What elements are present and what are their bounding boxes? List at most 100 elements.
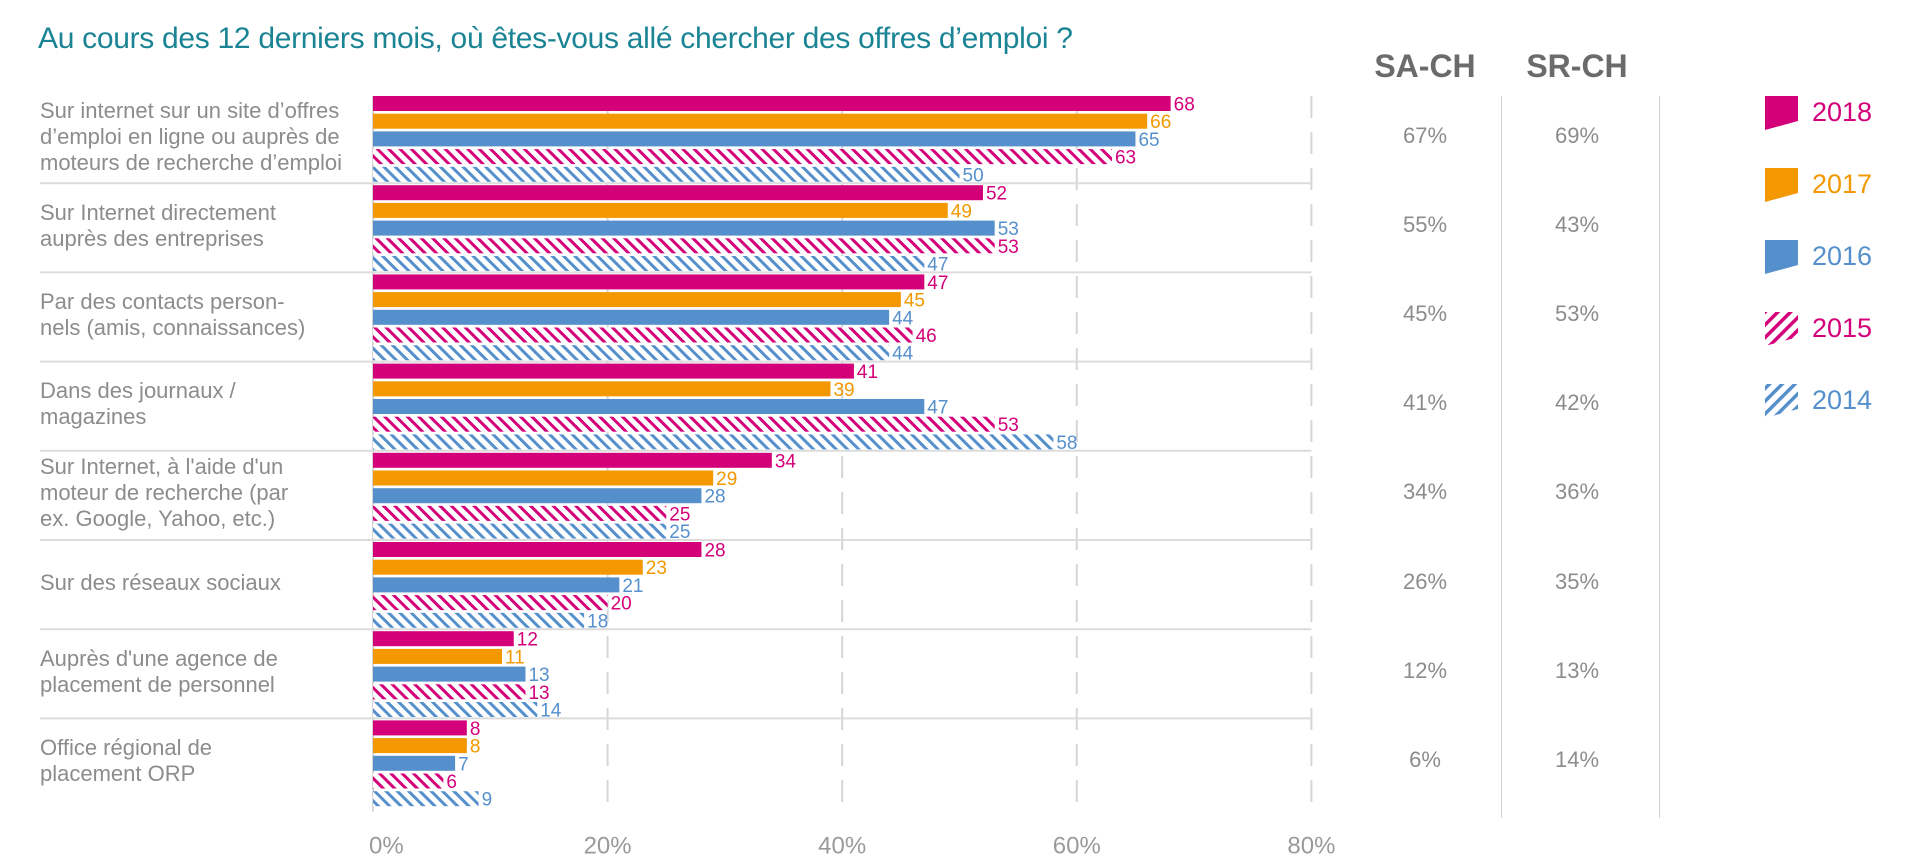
bar-2018 [373, 185, 983, 201]
bar-value-label: 29 [716, 469, 737, 490]
bar-value-label: 12 [517, 630, 538, 651]
legend-swatch-2017 [1765, 168, 1798, 202]
category-label-line: d’emploi en ligne ou auprès de [40, 123, 340, 149]
sr-ch-value: 35% [1554, 568, 1600, 594]
column-divider [1659, 96, 1660, 818]
bar-value-label: 28 [704, 541, 725, 562]
bar-value-label: 45 [904, 291, 925, 312]
sr-ch-value: 36% [1554, 479, 1600, 505]
category-label: Sur des réseaux sociaux [40, 570, 370, 596]
x-tick-label: 40% [818, 833, 866, 860]
x-tick-label: 60% [1053, 833, 1101, 860]
bar-value-label: 34 [775, 451, 797, 472]
legend-swatch-2018 [1765, 96, 1798, 130]
category-label-line: Sur internet sur un site d’offres [40, 97, 340, 123]
bar-2016 [373, 577, 620, 593]
bar-value-label: 14 [540, 701, 562, 722]
bar-value-label: 49 [951, 201, 972, 222]
bar-value-label: 68 [1174, 95, 1195, 116]
bar-2014 [373, 523, 667, 539]
bar-2014 [373, 166, 960, 182]
category-label-line: moteur de recherche (par [40, 480, 289, 506]
bar-2017 [373, 292, 901, 308]
bar-value-label: 47 [927, 255, 948, 276]
bar-value-label: 6 [446, 772, 457, 793]
sr-ch-value: 14% [1554, 747, 1600, 772]
bar-value-label: 18 [587, 611, 608, 632]
bar-2018 [373, 631, 514, 647]
bar-2015 [373, 238, 995, 254]
bar-2015 [373, 416, 995, 432]
legend-swatch-2015 [1765, 312, 1798, 346]
bar-2014 [373, 791, 479, 807]
sr-ch-value: 43% [1554, 211, 1600, 237]
bar-2016 [373, 399, 925, 414]
bar-2015 [373, 505, 667, 521]
category-label-line: Dans des journaux / [40, 378, 236, 404]
category-label-line: moteurs de recherche d’emploi [40, 149, 343, 175]
x-tick-label: 0% [369, 833, 404, 860]
bar-value-label: 46 [916, 326, 937, 347]
bar-value-label: 25 [669, 504, 690, 525]
bar-value-label: 11 [505, 647, 525, 668]
bar-value-label: 44 [892, 344, 914, 365]
legend-label: 2018 [1812, 97, 1872, 127]
bar-value-label: 13 [528, 683, 549, 704]
bar-2017 [373, 738, 467, 754]
bar-2016 [373, 131, 1136, 147]
sr-ch-value: 53% [1554, 301, 1600, 326]
bar-value-label: 9 [482, 790, 493, 811]
sa-ch-value: 41% [1402, 390, 1448, 416]
sa-ch-value: 67% [1402, 122, 1448, 148]
bar-value-label: 7 [458, 754, 469, 775]
bar-2018 [373, 96, 1171, 111]
bar-2017 [373, 559, 643, 575]
category-label: Office régional de placement ORP [40, 735, 370, 787]
bar-2015 [373, 684, 526, 700]
sa-ch-value: 6% [1409, 747, 1441, 772]
category-label: Auprès d'une agence de placement de perso… [40, 646, 370, 698]
x-tick-label: 20% [584, 833, 632, 860]
bar-value-label: 50 [963, 165, 984, 186]
column-header-sr-ch: SR-CH [1526, 48, 1628, 84]
category-label-line: Sur des réseaux sociaux [40, 569, 281, 595]
bar-value-label: 52 [986, 184, 1007, 205]
legend-swatch-2016 [1765, 240, 1798, 274]
x-tick-label: 80% [1287, 833, 1335, 860]
bar-2017 [373, 470, 714, 486]
category-label-line: placement ORP [40, 761, 196, 786]
legend-label: 2017 [1812, 169, 1872, 199]
category-label-line: placement de personnel [40, 671, 275, 697]
bar-2017 [373, 381, 831, 397]
sr-ch-value: 13% [1554, 657, 1600, 683]
bar-value-label: 53 [998, 219, 1019, 240]
bar-value-label: 47 [927, 273, 948, 294]
bar-value-label: 63 [1115, 148, 1136, 169]
bar-2018 [373, 452, 772, 468]
category-label-line: Auprès d'une agence de [40, 645, 278, 671]
bar-value-label: 13 [528, 665, 549, 686]
bar-2018 [373, 720, 467, 736]
bar-value-label: 28 [704, 487, 725, 508]
sa-ch-value: 45% [1402, 301, 1448, 326]
category-label: Par des contacts person-nels (amis, conn… [40, 289, 370, 341]
bar-value-label: 8 [470, 737, 481, 758]
legend-label: 2015 [1812, 313, 1872, 343]
category-label: Sur Internet, à l'aide d'un moteur de rec… [40, 454, 370, 532]
bar-value-label: 66 [1150, 112, 1171, 133]
bar-value-label: 44 [892, 308, 914, 329]
legend-label: 2016 [1812, 241, 1872, 271]
sr-ch-value: 42% [1554, 390, 1600, 416]
bar-value-label: 47 [927, 398, 948, 419]
bar-value-label: 53 [998, 415, 1019, 436]
bar-2017 [373, 202, 948, 218]
legend-swatch-2014 [1765, 384, 1798, 418]
chart-title: Au cours des 12 derniers mois, où êtes-v… [38, 22, 1073, 55]
sa-ch-value: 12% [1402, 657, 1448, 683]
bar-2014 [373, 702, 538, 717]
bar-value-label: 41 [857, 362, 878, 383]
bar-2018 [373, 363, 854, 379]
legend-label: 2014 [1812, 385, 1872, 415]
bar-value-label: 53 [998, 237, 1019, 258]
